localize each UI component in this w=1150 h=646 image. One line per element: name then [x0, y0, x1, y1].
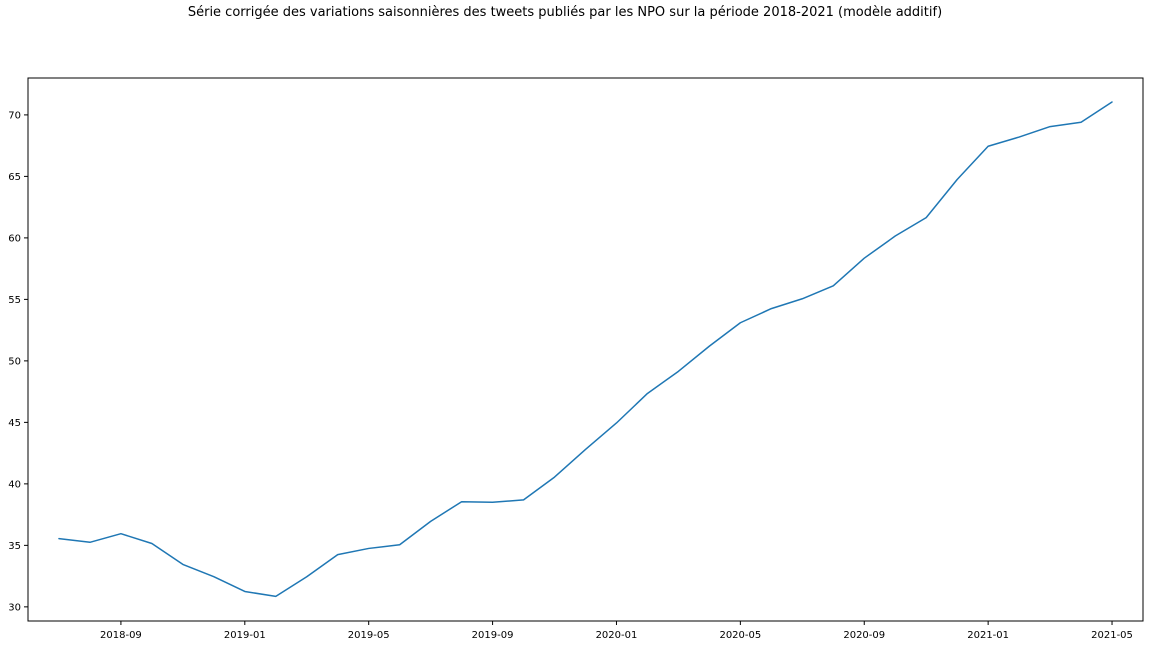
y-tick-label: 50: [8, 356, 21, 367]
series-layer: [58, 101, 1113, 598]
x-tick-label: 2020-05: [719, 630, 761, 641]
y-tick-label: 40: [8, 479, 21, 490]
x-axis: 2018-09 2019-01 2019-05 2019-09 2020-01 2020-…: [100, 621, 1133, 641]
x-tick-label: 2020-09: [843, 630, 885, 641]
chart-title: Série corrigée des variations saisonnièr…: [187, 5, 943, 20]
y-tick-label: 70: [8, 110, 21, 121]
x-tick-label: 2020-01: [596, 630, 638, 641]
x-tick-label: 2021-01: [967, 630, 1009, 641]
x-tick-label: 2018-09: [100, 630, 142, 641]
y-tick-label: 35: [8, 541, 21, 552]
y-axis: 30 35 40 45 50 55 60 65 70: [8, 110, 28, 613]
y-tick-label: 30: [8, 602, 21, 613]
plot-frame: [27, 77, 1144, 622]
y-tick-label: 55: [8, 295, 21, 306]
y-tick-label: 60: [8, 233, 21, 244]
x-tick-label: 2019-01: [224, 630, 266, 641]
y-tick-label: 65: [8, 172, 21, 183]
x-tick-label: 2019-05: [348, 630, 390, 641]
y-tick-label: 45: [8, 418, 21, 429]
x-tick-label: 2019-09: [472, 630, 514, 641]
series-line: [58, 101, 1113, 598]
x-tick-label: 2021-05: [1091, 630, 1133, 641]
